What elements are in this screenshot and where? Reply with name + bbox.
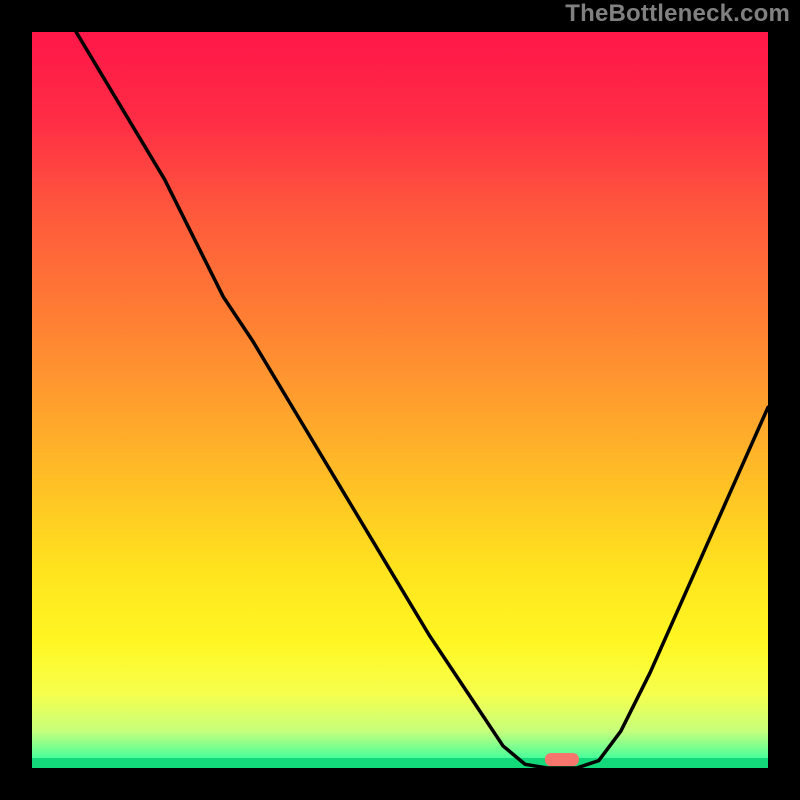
chart-container: TheBottleneck.com bbox=[0, 0, 800, 800]
green-stripe bbox=[32, 758, 768, 768]
watermark-text: TheBottleneck.com bbox=[565, 0, 790, 28]
optimal-marker bbox=[545, 753, 579, 766]
chart-svg bbox=[0, 0, 800, 800]
